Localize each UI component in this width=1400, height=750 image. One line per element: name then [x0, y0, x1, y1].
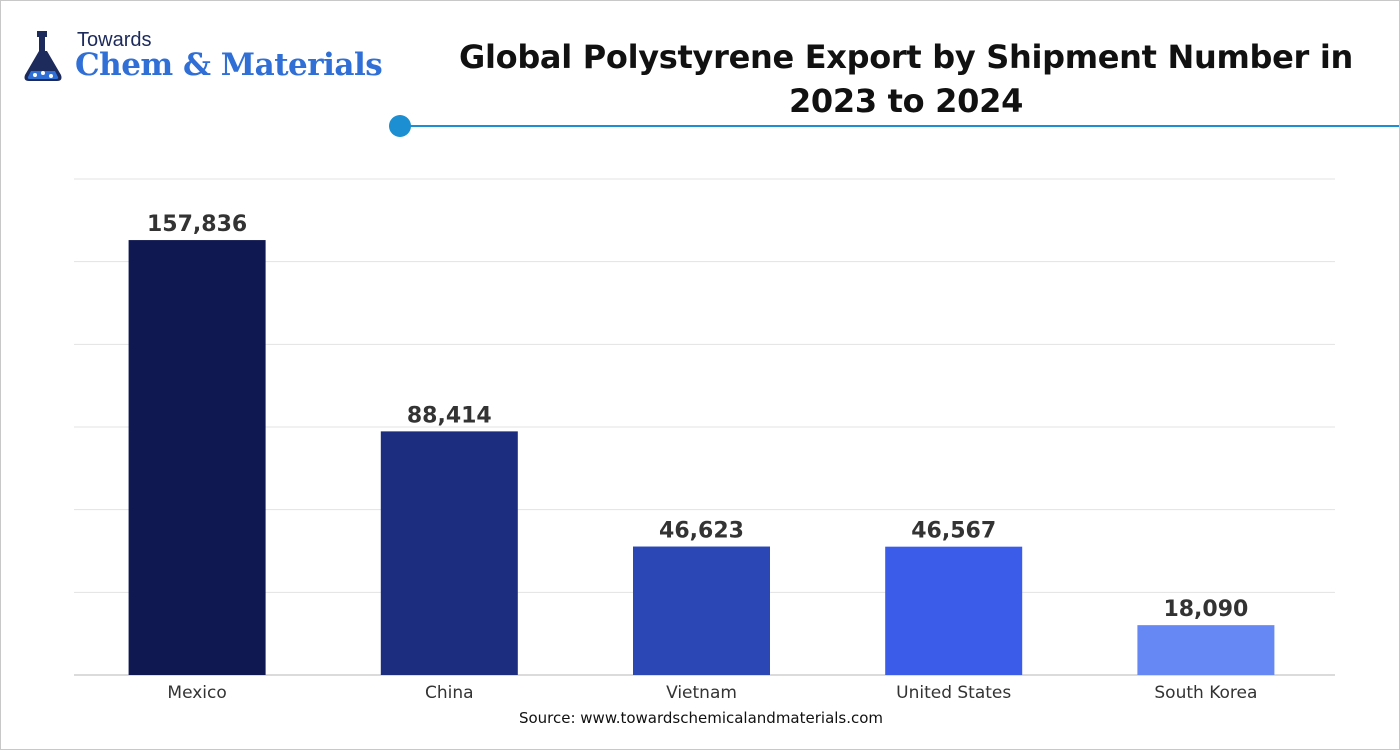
- brand-logo: Towards Chem & Materials: [21, 29, 391, 89]
- bar: [885, 546, 1023, 675]
- bar: [633, 546, 770, 675]
- x-tick-label: United States: [896, 683, 1011, 703]
- x-tick-label: China: [425, 683, 474, 703]
- data-label: 157,836: [147, 212, 247, 237]
- data-label: 88,414: [407, 403, 492, 428]
- bar: [380, 431, 518, 675]
- flask-logo-icon: [24, 31, 62, 81]
- data-label: 46,623: [659, 519, 744, 544]
- x-tick-label: Mexico: [167, 683, 226, 703]
- x-tick-label: Vietnam: [666, 683, 737, 703]
- bar: [1137, 625, 1275, 675]
- title-divider: [399, 125, 1399, 127]
- title-divider-dot: [389, 115, 411, 137]
- x-tick-label: South Korea: [1154, 683, 1257, 703]
- data-label: 46,567: [911, 519, 996, 544]
- chart-title: Global Polystyrene Export by Shipment Nu…: [459, 38, 1353, 120]
- logo-text-chem-materials: Chem & Materials: [75, 47, 383, 83]
- source-note: Source: www.towardschemicalandmaterials.…: [518, 709, 884, 727]
- data-label: 18,090: [1163, 597, 1248, 622]
- bar: [128, 240, 266, 675]
- logo-text-towards: Towards: [77, 29, 152, 51]
